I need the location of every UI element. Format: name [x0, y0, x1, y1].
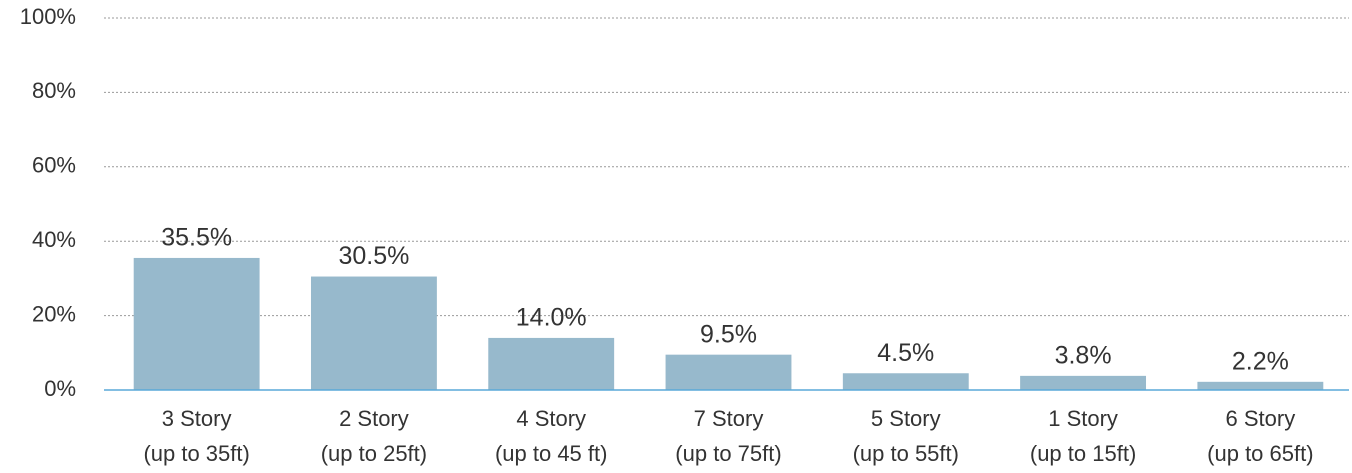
x-tick-label-line: 5 Story	[871, 406, 941, 431]
x-tick-label-line: 7 Story	[694, 406, 764, 431]
x-tick-label-line: 2 Story	[339, 406, 409, 431]
bar	[310, 276, 437, 390]
bar	[842, 373, 969, 390]
x-tick-label: 1 Story (up to 15ft)	[1030, 406, 1136, 466]
x-tick-label: 5 Story (up to 55ft)	[853, 406, 959, 466]
value-label: 3.8%	[1055, 341, 1112, 369]
value-label: 14.0%	[516, 304, 587, 332]
x-tick-label-line: (up to 15ft)	[1030, 441, 1136, 466]
x-tick-label-line: (up to 35ft)	[143, 441, 249, 466]
y-tick-label: 0%	[44, 376, 76, 401]
x-tick-label: 4 Story (up to 45 ft)	[495, 406, 608, 466]
bar	[1020, 375, 1147, 390]
y-tick-label: 40%	[32, 227, 76, 252]
bar	[133, 257, 260, 390]
x-tick-label-line: (up to 75ft)	[675, 441, 781, 466]
x-tick-label: 3 Story (up to 35ft)	[143, 406, 249, 466]
value-label: 9.5%	[700, 320, 757, 348]
y-tick-label: 60%	[32, 153, 76, 178]
x-tick-label: 2 Story (up to 25ft)	[321, 406, 427, 466]
y-tick-label: 80%	[32, 78, 76, 103]
x-tick-label: 7 Story (up to 75ft)	[675, 406, 781, 466]
y-tick-label: 20%	[32, 301, 76, 326]
x-tick-label-line: (up to 55ft)	[853, 441, 959, 466]
value-label: 2.2%	[1232, 347, 1289, 375]
bar	[665, 354, 792, 390]
x-tick-label-line: (up to 25ft)	[321, 441, 427, 466]
x-tick-label-line: 1 Story	[1048, 406, 1118, 431]
x-tick-label: 6 Story (up to 65ft)	[1207, 406, 1313, 466]
x-tick-label-line: (up to 45 ft)	[495, 441, 608, 466]
bar	[488, 337, 615, 390]
bar	[1197, 381, 1324, 390]
x-tick-label-line: (up to 65ft)	[1207, 441, 1313, 466]
x-tick-label-line: 6 Story	[1226, 406, 1296, 431]
value-label: 30.5%	[338, 242, 409, 270]
value-label: 4.5%	[877, 339, 934, 367]
value-label: 35.5%	[161, 224, 232, 252]
x-tick-label-line: 3 Story	[162, 406, 232, 431]
x-tick-label-line: 4 Story	[516, 406, 586, 431]
y-tick-label: 100%	[20, 4, 76, 29]
